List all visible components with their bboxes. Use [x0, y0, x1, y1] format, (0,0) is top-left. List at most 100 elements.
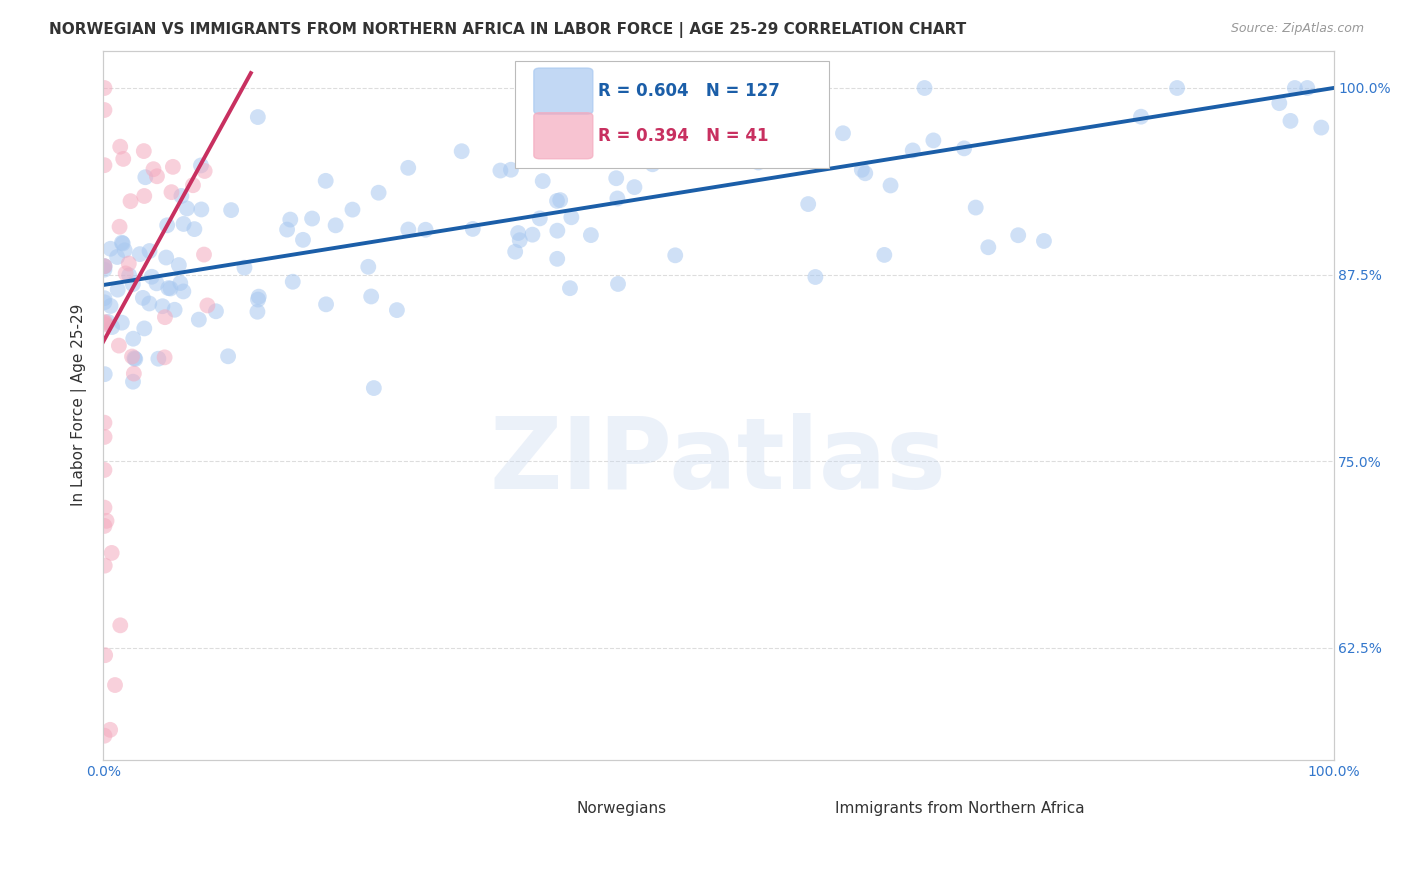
Point: [122, 375, 145, 389]
Point: [489, 163, 512, 178]
Point: [804, 270, 827, 285]
Point: [170, 189, 193, 203]
Point: [664, 248, 686, 262]
Point: [548, 193, 571, 207]
Point: [138, 244, 160, 258]
Point: [134, 189, 156, 203]
FancyBboxPatch shape: [517, 791, 572, 826]
Point: [108, 219, 131, 234]
Point: [606, 192, 628, 206]
Point: [132, 144, 155, 158]
Text: Immigrants from Northern Africa: Immigrants from Northern Africa: [835, 801, 1085, 816]
Point: [531, 174, 554, 188]
Point: [546, 194, 568, 208]
Point: [146, 169, 169, 184]
Point: [122, 332, 145, 346]
Point: [315, 297, 337, 311]
Point: [641, 157, 664, 171]
Point: [1268, 96, 1291, 111]
Point: [93, 318, 115, 332]
Point: [704, 140, 727, 154]
Point: [879, 178, 901, 193]
Point: [128, 247, 150, 261]
Point: [93, 291, 115, 305]
Point: [93, 463, 115, 477]
Point: [627, 147, 650, 161]
Point: [901, 144, 924, 158]
Point: [281, 275, 304, 289]
Point: [914, 81, 936, 95]
Point: [623, 180, 645, 194]
Point: [120, 194, 142, 209]
Point: [159, 281, 181, 295]
Point: [873, 248, 896, 262]
Point: [173, 217, 195, 231]
Point: [153, 310, 176, 325]
Point: [657, 129, 679, 144]
Point: [278, 212, 301, 227]
Point: [93, 259, 115, 273]
FancyBboxPatch shape: [534, 68, 593, 114]
Point: [190, 158, 212, 172]
Point: [247, 290, 270, 304]
Point: [605, 171, 627, 186]
Text: R = 0.604   N = 127: R = 0.604 N = 127: [598, 82, 780, 100]
Text: Source: ZipAtlas.com: Source: ZipAtlas.com: [1230, 22, 1364, 36]
Point: [93, 416, 115, 430]
Point: [1007, 228, 1029, 243]
Point: [153, 351, 176, 365]
Point: [1166, 81, 1188, 95]
Point: [97, 315, 120, 329]
Point: [134, 170, 156, 185]
Point: [190, 202, 212, 217]
Point: [187, 312, 209, 326]
Point: [155, 251, 177, 265]
Point: [108, 338, 131, 352]
Point: [121, 277, 143, 292]
Point: [148, 351, 170, 366]
Point: [94, 648, 117, 663]
Point: [93, 316, 115, 330]
Point: [291, 233, 314, 247]
Point: [1284, 81, 1306, 95]
Point: [157, 281, 180, 295]
Point: [124, 351, 146, 366]
Text: NORWEGIAN VS IMMIGRANTS FROM NORTHERN AFRICA IN LABOR FORCE | AGE 25-29 CORRELAT: NORWEGIAN VS IMMIGRANTS FROM NORTHERN AF…: [49, 22, 966, 38]
Point: [138, 296, 160, 310]
Point: [181, 178, 204, 193]
Point: [193, 247, 215, 261]
Point: [110, 139, 132, 153]
Point: [121, 350, 143, 364]
Point: [529, 211, 551, 226]
Point: [385, 303, 408, 318]
Point: [755, 81, 778, 95]
Point: [953, 141, 976, 155]
Point: [114, 266, 136, 280]
Point: [851, 162, 873, 177]
Point: [797, 197, 820, 211]
Point: [607, 277, 630, 291]
Point: [396, 161, 419, 175]
Point: [276, 222, 298, 236]
FancyBboxPatch shape: [776, 791, 831, 826]
Point: [977, 240, 1000, 254]
Point: [360, 289, 382, 303]
Point: [112, 152, 135, 166]
Point: [93, 519, 115, 533]
Point: [93, 262, 115, 277]
Point: [98, 723, 121, 737]
Point: [93, 558, 115, 573]
Point: [142, 162, 165, 177]
Point: [499, 162, 522, 177]
Point: [124, 352, 146, 367]
FancyBboxPatch shape: [516, 62, 830, 168]
Point: [107, 283, 129, 297]
Point: [156, 219, 179, 233]
Point: [219, 203, 242, 218]
Point: [593, 142, 616, 156]
Point: [695, 149, 717, 163]
Point: [461, 222, 484, 236]
Point: [396, 222, 419, 236]
Point: [710, 123, 733, 137]
Point: [93, 295, 115, 310]
